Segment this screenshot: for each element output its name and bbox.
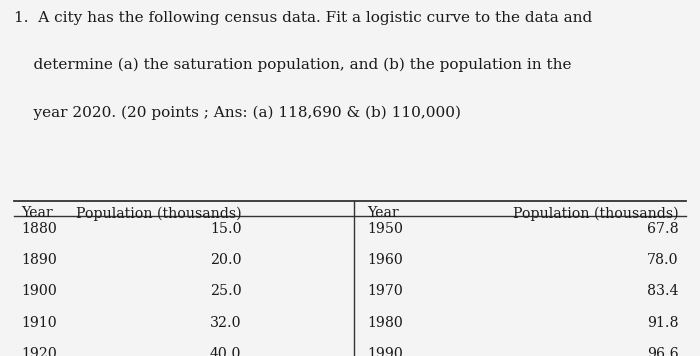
Text: Population (thousands): Population (thousands) xyxy=(76,206,242,221)
Text: 15.0: 15.0 xyxy=(210,221,242,236)
Text: year 2020. (20 points ; Ans: (a) 118,690 & (b) 110,000): year 2020. (20 points ; Ans: (a) 118,690… xyxy=(14,105,461,120)
Text: 25.0: 25.0 xyxy=(210,284,242,298)
Text: 1960: 1960 xyxy=(368,253,403,267)
Text: 40.0: 40.0 xyxy=(210,347,242,356)
Text: 1880: 1880 xyxy=(21,221,57,236)
Text: 1980: 1980 xyxy=(368,315,403,330)
Text: 78.0: 78.0 xyxy=(648,253,679,267)
Text: Year: Year xyxy=(21,206,52,220)
Text: 96.6: 96.6 xyxy=(648,347,679,356)
Text: determine (a) the saturation population, and (b) the population in the: determine (a) the saturation population,… xyxy=(14,58,571,72)
Text: Population (thousands): Population (thousands) xyxy=(513,206,679,221)
Text: 1910: 1910 xyxy=(21,315,57,330)
Text: 1970: 1970 xyxy=(368,284,403,298)
Text: 20.0: 20.0 xyxy=(210,253,242,267)
Text: 91.8: 91.8 xyxy=(648,315,679,330)
Text: 32.0: 32.0 xyxy=(210,315,242,330)
Text: 1990: 1990 xyxy=(368,347,403,356)
Text: 1.  A city has the following census data. Fit a logistic curve to the data and: 1. A city has the following census data.… xyxy=(14,11,592,25)
Text: Year: Year xyxy=(368,206,399,220)
Text: 1900: 1900 xyxy=(21,284,57,298)
Text: 1920: 1920 xyxy=(21,347,57,356)
Text: 67.8: 67.8 xyxy=(648,221,679,236)
Text: 1950: 1950 xyxy=(368,221,403,236)
Text: 83.4: 83.4 xyxy=(648,284,679,298)
Text: 1890: 1890 xyxy=(21,253,57,267)
